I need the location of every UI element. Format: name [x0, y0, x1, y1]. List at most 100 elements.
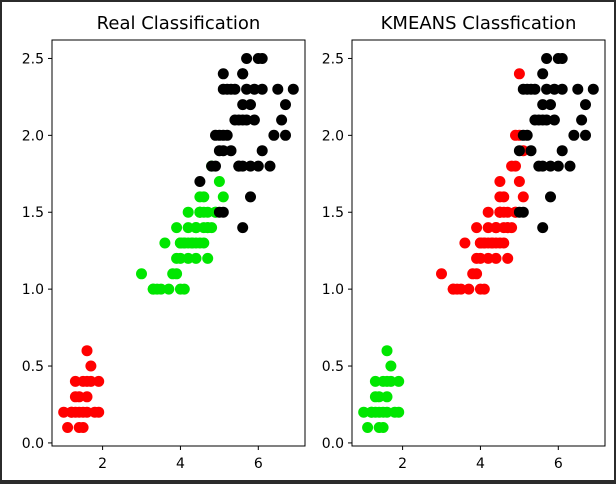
- data-point: [167, 268, 179, 280]
- data-point: [537, 99, 549, 111]
- data-point: [541, 53, 553, 64]
- data-point: [369, 391, 381, 403]
- data-point: [190, 222, 202, 234]
- data-point: [537, 68, 549, 80]
- data-point: [217, 191, 229, 203]
- y-tick-label: 0.5: [322, 359, 344, 375]
- data-point: [268, 129, 280, 141]
- y-tick-label: 2.5: [22, 51, 44, 67]
- chart-title: KMEANS Classfication: [381, 13, 577, 34]
- data-point: [548, 83, 560, 95]
- data-point: [276, 114, 288, 126]
- data-point: [280, 129, 291, 141]
- data-point: [237, 99, 249, 111]
- data-point: [237, 222, 249, 234]
- y-tick-label: 1.5: [22, 205, 44, 221]
- data-point: [366, 406, 377, 418]
- x-tick-label: 6: [254, 456, 263, 472]
- data-point: [474, 252, 486, 264]
- data-point: [436, 268, 447, 280]
- data-point: [245, 160, 256, 172]
- data-point: [513, 176, 525, 187]
- data-point: [194, 206, 206, 218]
- data-point: [171, 222, 183, 234]
- data-point: [248, 114, 260, 126]
- data-point: [389, 406, 401, 418]
- data-point: [385, 360, 397, 372]
- data-point: [545, 99, 556, 111]
- data-point: [362, 422, 374, 433]
- data-point: [159, 237, 171, 249]
- data-point: [393, 375, 405, 387]
- data-point: [377, 375, 389, 387]
- data-point: [163, 283, 175, 295]
- data-point: [498, 222, 510, 234]
- data-point: [498, 191, 510, 203]
- data-point: [381, 406, 393, 418]
- data-point: [89, 406, 101, 418]
- x-tick-label: 2: [98, 456, 107, 472]
- data-point: [233, 160, 245, 172]
- data-point: [517, 129, 529, 141]
- data-point: [151, 283, 163, 295]
- data-point: [525, 145, 537, 157]
- data-point: [241, 83, 253, 95]
- y-tick-label: 0.0: [22, 436, 44, 452]
- data-point: [502, 252, 514, 264]
- chart-title: Real Classification: [97, 13, 261, 34]
- axes-frame: [351, 39, 606, 447]
- x-tick-label: 4: [476, 456, 485, 472]
- data-point: [541, 83, 553, 95]
- real-classification-panel: Real Classification 2 4 6 0.0 0.5 1.0 1.5 2.0 2.…: [22, 13, 306, 472]
- data-point: [81, 345, 93, 357]
- data-point: [463, 283, 475, 295]
- data-point: [66, 406, 77, 418]
- data-point: [221, 129, 233, 141]
- data-point: [564, 160, 576, 172]
- data-point: [81, 391, 93, 403]
- data-point: [494, 237, 506, 249]
- data-point: [373, 422, 385, 433]
- data-point: [174, 252, 186, 264]
- data-point: [194, 176, 206, 187]
- data-point: [194, 237, 206, 249]
- data-point: [182, 206, 194, 218]
- data-point: [217, 206, 229, 218]
- data-point: [478, 237, 490, 249]
- data-point: [182, 222, 194, 234]
- data-point: [217, 68, 229, 80]
- data-point: [229, 83, 241, 95]
- axes-frame: [51, 39, 306, 447]
- data-point: [256, 145, 268, 157]
- y-tick-label: 1.0: [22, 282, 44, 298]
- data-point: [513, 68, 525, 80]
- data-point: [210, 129, 221, 141]
- data-point: [256, 53, 268, 64]
- kmeans-classification-panel: KMEANS Classfication 2 4 6 0.0 0.5 1.0 1.5 2.0 2…: [322, 13, 606, 472]
- y-tick-label: 2.5: [322, 51, 344, 67]
- data-point: [556, 145, 568, 157]
- data-point: [198, 191, 210, 203]
- data-point: [256, 83, 268, 95]
- data-point: [58, 406, 70, 418]
- data-point: [517, 206, 529, 218]
- y-tick-label: 0.0: [322, 436, 344, 452]
- data-point: [369, 375, 381, 387]
- data-point: [77, 375, 89, 387]
- data-point: [237, 68, 249, 80]
- data-point: [73, 422, 85, 433]
- data-point: [264, 160, 276, 172]
- data-point: [229, 114, 241, 126]
- data-point: [62, 422, 74, 433]
- data-point: [478, 283, 490, 295]
- data-point: [237, 114, 249, 126]
- data-point: [358, 406, 370, 418]
- x-tick-label: 6: [554, 456, 563, 472]
- data-point: [225, 145, 237, 157]
- data-point: [482, 222, 494, 234]
- y-tick-label: 1.0: [322, 282, 344, 298]
- data-point: [198, 222, 210, 234]
- y-tick-label: 2.0: [322, 128, 344, 144]
